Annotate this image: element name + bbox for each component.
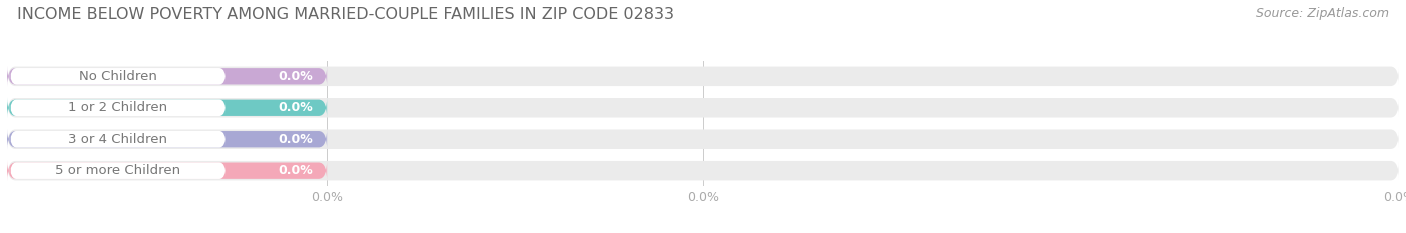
Text: 1 or 2 Children: 1 or 2 Children [67, 101, 167, 114]
FancyBboxPatch shape [7, 97, 328, 118]
Text: 0.0%: 0.0% [278, 70, 314, 83]
FancyBboxPatch shape [10, 162, 225, 179]
Text: 3 or 4 Children: 3 or 4 Children [67, 133, 167, 146]
Text: 0.0%: 0.0% [278, 164, 314, 177]
FancyBboxPatch shape [7, 98, 1399, 117]
Text: 0.0%: 0.0% [278, 133, 314, 146]
FancyBboxPatch shape [7, 161, 1399, 180]
FancyBboxPatch shape [7, 129, 328, 150]
FancyBboxPatch shape [7, 67, 1399, 86]
FancyBboxPatch shape [7, 66, 328, 87]
FancyBboxPatch shape [10, 131, 225, 147]
Text: 5 or more Children: 5 or more Children [55, 164, 180, 177]
FancyBboxPatch shape [7, 160, 328, 181]
Text: Source: ZipAtlas.com: Source: ZipAtlas.com [1256, 7, 1389, 20]
Text: INCOME BELOW POVERTY AMONG MARRIED-COUPLE FAMILIES IN ZIP CODE 02833: INCOME BELOW POVERTY AMONG MARRIED-COUPL… [17, 7, 673, 22]
FancyBboxPatch shape [10, 99, 225, 116]
FancyBboxPatch shape [7, 130, 1399, 149]
Text: No Children: No Children [79, 70, 156, 83]
FancyBboxPatch shape [10, 68, 225, 85]
Text: 0.0%: 0.0% [278, 101, 314, 114]
